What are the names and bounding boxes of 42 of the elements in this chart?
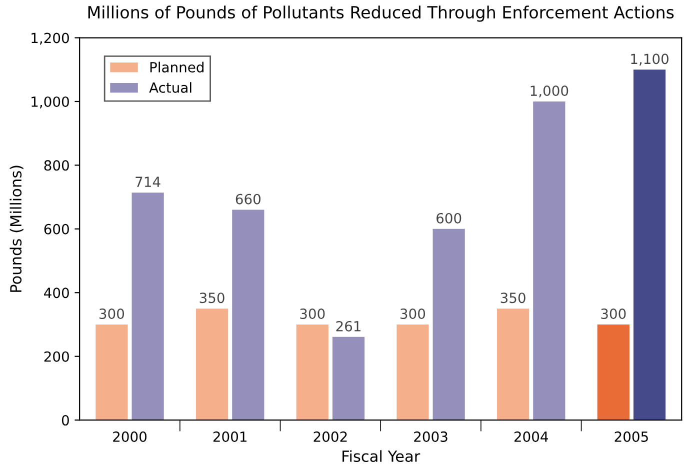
x-tick-label: 2003 — [414, 431, 448, 442]
bar — [232, 210, 264, 420]
bar — [196, 308, 228, 420]
data-label: 300 — [601, 308, 626, 320]
x-axis-title: Fiscal Year — [342, 450, 420, 462]
y-tick-label: 600 — [44, 224, 69, 234]
x-tick-label: 2001 — [213, 431, 246, 442]
data-label: 1,100 — [631, 54, 668, 66]
x-tick-label: 2002 — [314, 431, 347, 442]
bar — [396, 324, 429, 420]
data-label: 300 — [400, 308, 426, 320]
data-label: 660 — [236, 194, 260, 204]
y-tick-label: 1,000 — [32, 96, 69, 108]
data-label: 714 — [136, 176, 160, 187]
data-label: 300 — [99, 308, 124, 320]
bar — [96, 324, 128, 420]
data-label: 261 — [336, 320, 360, 332]
bar — [432, 228, 465, 420]
bar — [633, 70, 666, 420]
legend-label: Actual — [149, 82, 192, 93]
bar — [132, 192, 164, 420]
y-axis-title: Pounds (Millions) — [10, 166, 24, 292]
y-tick-label: 400 — [44, 288, 69, 298]
data-label: 350 — [500, 292, 526, 304]
bar — [496, 308, 530, 420]
y-tick-label: 0 — [62, 415, 69, 426]
bar — [533, 101, 566, 420]
data-label: 300 — [300, 308, 325, 320]
y-tick-label: 200 — [44, 351, 69, 362]
y-tick-label: 1,200 — [32, 32, 69, 45]
chart-title: Millions of Pounds of Pollutants Reduced Through Enforcement Actions — [88, 6, 674, 22]
data-label: 350 — [200, 292, 224, 304]
x-tick-label: 2004 — [514, 431, 548, 442]
x-tick-label: 2000 — [113, 431, 146, 442]
legend-label: Planned — [150, 62, 204, 72]
data-label: 1,000 — [530, 86, 568, 98]
data-label: 600 — [436, 212, 462, 224]
bar — [597, 324, 630, 420]
bar — [296, 324, 328, 420]
x-tick-label: 2005 — [614, 431, 648, 442]
y-tick-label: 800 — [44, 160, 69, 171]
bar — [332, 336, 365, 420]
